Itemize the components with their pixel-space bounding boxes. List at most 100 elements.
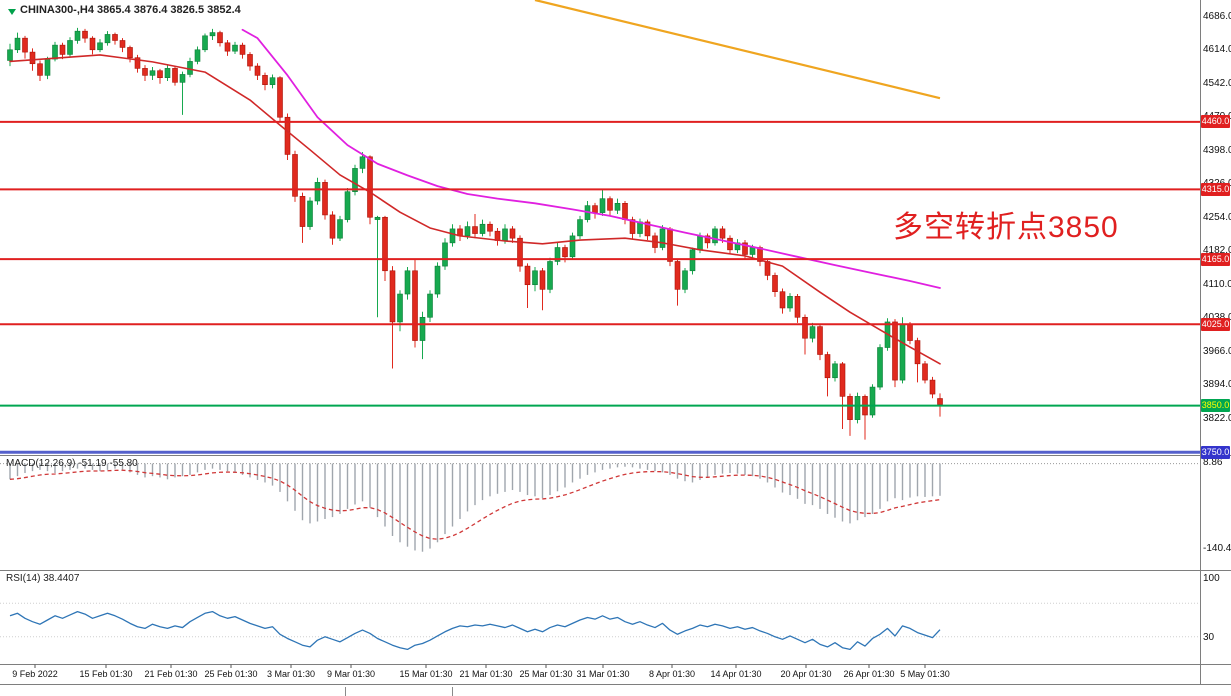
candle xyxy=(832,361,838,382)
candle-body xyxy=(172,68,178,83)
candle xyxy=(712,226,718,246)
candle-body xyxy=(509,228,516,239)
candle-body xyxy=(127,47,133,58)
candle-body xyxy=(794,296,801,318)
candle xyxy=(577,215,583,240)
price-level-badge: 3750.0 xyxy=(1201,445,1230,459)
candle xyxy=(659,225,666,251)
candle-body xyxy=(704,235,711,244)
candle xyxy=(97,39,103,53)
candle-body xyxy=(419,316,426,341)
candle xyxy=(802,314,808,355)
candle xyxy=(359,152,366,174)
candle-body xyxy=(292,154,298,197)
candle-body xyxy=(157,70,163,78)
candle xyxy=(344,187,351,223)
candle-body xyxy=(397,293,403,323)
price-level-badge: 4315.0 xyxy=(1201,182,1230,196)
candle-body xyxy=(82,30,88,39)
candle-body xyxy=(164,68,171,78)
candle xyxy=(74,27,81,44)
candle-body xyxy=(674,261,681,290)
macd-signal-line xyxy=(9,469,941,540)
rsi-label: RSI(14) 38.4407 xyxy=(6,573,80,584)
candle xyxy=(817,323,823,361)
candle-body xyxy=(487,223,493,232)
candle xyxy=(389,266,396,369)
candle-body xyxy=(569,235,576,258)
price-level-badge: 4460.0 xyxy=(1201,115,1230,129)
candle xyxy=(352,164,358,196)
candle xyxy=(269,74,276,89)
candle-body xyxy=(839,363,846,397)
candle-body xyxy=(209,32,216,37)
candle xyxy=(607,196,613,216)
candle xyxy=(824,351,831,397)
candle xyxy=(929,376,936,399)
candle-body xyxy=(922,363,928,381)
candle-body xyxy=(449,228,456,244)
candle-body xyxy=(14,37,21,51)
candle xyxy=(569,232,576,260)
candle xyxy=(727,235,733,255)
candle-body xyxy=(187,61,193,75)
time-axis-label: 15 Mar 01:30 xyxy=(399,669,453,679)
candle xyxy=(472,214,478,239)
trendline-orange[interactable] xyxy=(534,0,941,100)
candle xyxy=(67,37,73,57)
candle-body xyxy=(59,44,66,55)
candle xyxy=(674,258,681,306)
price-level-badge: 4165.0 xyxy=(1201,252,1230,266)
price-tick-label: 3894.0 xyxy=(1203,379,1231,391)
candle xyxy=(89,36,96,55)
candle-body xyxy=(202,35,208,51)
candle-body xyxy=(517,237,523,267)
candle-body xyxy=(727,237,733,251)
annotation-text[interactable]: 多空转折点3850 xyxy=(893,211,1119,244)
candle xyxy=(479,219,486,237)
price-tick-label: 4182.0 xyxy=(1203,245,1231,257)
candle-body xyxy=(374,216,381,220)
candle-body xyxy=(134,57,141,69)
candle xyxy=(614,198,621,215)
candle xyxy=(892,319,898,388)
candle-body xyxy=(532,270,538,286)
candle xyxy=(164,64,171,81)
candle xyxy=(682,267,688,294)
candle xyxy=(247,52,253,71)
candle xyxy=(734,239,741,254)
candle-body xyxy=(149,70,156,76)
candle-body xyxy=(179,74,186,83)
price-level-badge: 3850.0 xyxy=(1201,399,1230,413)
candle-body xyxy=(937,398,943,405)
candle xyxy=(239,42,246,59)
candle xyxy=(524,263,531,308)
candle xyxy=(307,197,313,230)
candle xyxy=(149,66,156,81)
candle xyxy=(644,219,651,241)
candle-body xyxy=(464,226,471,237)
candle xyxy=(599,189,606,216)
candle-body xyxy=(314,182,321,202)
candle xyxy=(794,294,801,323)
candle xyxy=(82,28,88,43)
candle xyxy=(22,35,28,59)
candle xyxy=(202,33,208,53)
candle xyxy=(509,226,516,243)
candle-body xyxy=(629,219,636,234)
candle-body xyxy=(614,203,621,211)
time-axis-label: 25 Feb 01:30 xyxy=(204,669,258,679)
candle-body xyxy=(479,223,486,234)
candle xyxy=(59,42,66,60)
candle-body xyxy=(577,219,583,237)
price-level-badge: 4025.0 xyxy=(1201,317,1230,331)
candle xyxy=(329,211,336,245)
candle xyxy=(262,72,268,91)
candle-body xyxy=(337,219,343,239)
candle-body xyxy=(719,228,726,239)
candle xyxy=(907,321,913,345)
candle xyxy=(862,394,868,440)
candle-body xyxy=(524,265,531,286)
